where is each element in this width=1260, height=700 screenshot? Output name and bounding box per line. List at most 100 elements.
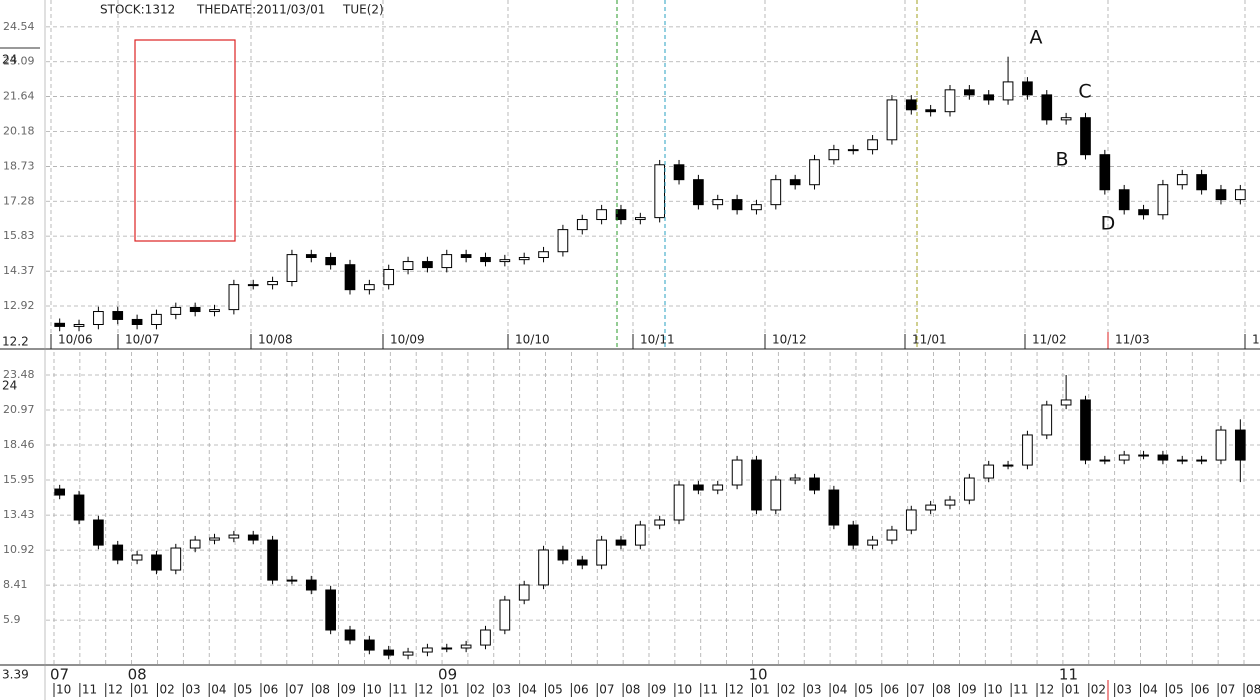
candle-body xyxy=(944,89,956,113)
x-tick-label: 10/06 xyxy=(58,333,93,347)
x-tick-label: 07 xyxy=(1220,683,1235,697)
x-tick-label: 02 xyxy=(159,683,174,697)
candle-body xyxy=(1138,454,1149,457)
candle-body xyxy=(886,99,898,141)
candle-body xyxy=(1022,81,1033,96)
candle-body xyxy=(654,164,666,219)
candle-body xyxy=(1215,189,1227,201)
x-tick-label: 1 xyxy=(1252,333,1260,347)
candle-body xyxy=(770,179,782,206)
candle-body xyxy=(596,539,607,566)
y-tick-label: 5.9 xyxy=(3,613,21,626)
candle-body xyxy=(460,644,472,649)
candle-body xyxy=(751,459,762,511)
candle-body xyxy=(1060,399,1072,406)
x-tick-label: 02 xyxy=(1091,683,1106,697)
candle-body xyxy=(596,209,607,221)
candle-body xyxy=(344,264,356,291)
candle-body xyxy=(673,164,685,181)
candle-body xyxy=(383,268,395,286)
candle-body xyxy=(789,179,801,186)
bottom-label: 3.39 xyxy=(2,668,29,682)
header-text: THEDATE:2011/03/01 xyxy=(196,3,325,17)
candle-body xyxy=(1176,174,1188,186)
price-panel-daily: 24.54 23.09 21.64 20.18 18.73 17.28 15.83 14.37… xyxy=(2,0,1260,349)
x-tick-label: 07 xyxy=(289,683,304,697)
candle-body xyxy=(789,477,801,481)
candle-body xyxy=(267,281,278,286)
candle-body xyxy=(131,318,143,326)
candle-body xyxy=(1099,154,1111,191)
y-tick-label: 18.73 xyxy=(3,159,35,172)
candle-body xyxy=(364,639,375,651)
candle-body xyxy=(402,261,414,270)
candle-body xyxy=(847,149,859,152)
candle-body xyxy=(112,544,124,561)
candle-body xyxy=(538,251,549,258)
x-tick-label: 08 xyxy=(315,683,330,697)
x-tick-label: 12 xyxy=(729,683,744,697)
candle-body xyxy=(1215,429,1227,461)
highlight-box xyxy=(134,39,236,242)
x-tick-label: 01 xyxy=(754,683,769,697)
candle-body xyxy=(325,256,336,266)
candle-body xyxy=(1157,184,1169,216)
y-tick-label: 17.28 xyxy=(3,194,35,207)
candle-body xyxy=(905,509,917,531)
candle-body xyxy=(518,584,530,601)
y-tick-label: 12.92 xyxy=(3,299,35,312)
x-tick-label: 06 xyxy=(573,683,588,697)
x-tick-label: 10/08 xyxy=(258,333,293,347)
x-tick-label: 08 xyxy=(936,683,951,697)
x-tick-label: 11 xyxy=(1013,683,1028,697)
y-tick-label: 20.18 xyxy=(3,125,35,138)
candle-body xyxy=(693,484,704,491)
x-tick-label: 10 xyxy=(56,683,71,697)
x-tick-label: 10 xyxy=(366,683,381,697)
candle-body xyxy=(983,464,995,479)
x-tick-label: 08 xyxy=(625,683,640,697)
candle-body xyxy=(1234,189,1246,201)
y-tick-label: 21.64 xyxy=(3,90,35,103)
year-label: 10 xyxy=(748,666,767,684)
candle-body xyxy=(983,94,995,101)
candle-body xyxy=(867,539,878,546)
candle-body xyxy=(634,217,646,221)
candle-body xyxy=(751,204,762,211)
x-tick-label: 11/02 xyxy=(1032,333,1067,347)
candle-body xyxy=(54,488,66,496)
candle-body xyxy=(673,484,685,521)
annotation: D xyxy=(1101,213,1116,235)
bottom-label: 12.2 xyxy=(2,335,29,349)
candle-body xyxy=(73,494,85,521)
candle-body xyxy=(1138,209,1149,216)
x-tick-label: 11/01 xyxy=(912,333,947,347)
y-tick-label: 23.09 xyxy=(3,55,35,68)
candle-body xyxy=(809,159,820,186)
y-tick-label: 13.43 xyxy=(3,508,35,521)
candle-body xyxy=(615,539,627,546)
candle-body xyxy=(151,554,162,571)
candle-body xyxy=(112,311,124,320)
candle-body xyxy=(170,547,182,571)
x-tick-label: 10/11 xyxy=(640,333,675,347)
x-tick-label: 04 xyxy=(1143,683,1158,697)
y-tick-label: 15.83 xyxy=(3,229,35,242)
candle-body xyxy=(247,534,259,541)
x-tick-label: 05 xyxy=(237,683,252,697)
y-tick-label: 15.95 xyxy=(3,473,35,486)
candle-body xyxy=(286,254,298,283)
candle-body xyxy=(1022,434,1033,466)
candle-body xyxy=(228,284,240,311)
x-tick-label: 06 xyxy=(1194,683,1209,697)
candle-body xyxy=(867,139,878,151)
candle-body xyxy=(1002,464,1014,467)
candle-body xyxy=(770,479,782,511)
candle-body xyxy=(1176,459,1188,462)
x-tick-label: 05 xyxy=(1168,683,1183,697)
candle-body xyxy=(576,219,588,231)
candle-body xyxy=(1080,117,1091,156)
candle-body xyxy=(422,261,433,269)
year-label: 09 xyxy=(438,666,457,684)
candle-body xyxy=(93,519,104,546)
